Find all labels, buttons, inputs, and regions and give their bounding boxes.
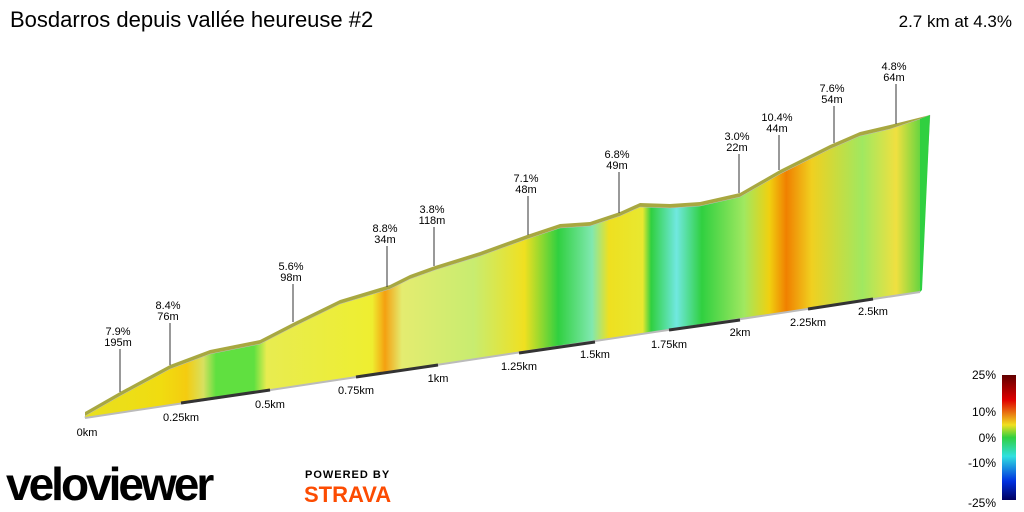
annotation-grade: 3.0% <box>724 131 749 143</box>
legend-label: 25% <box>972 368 996 382</box>
annotation-grade: 3.8% <box>419 204 444 216</box>
annotation-grade: 6.8% <box>604 149 629 161</box>
annotation-length: 64m <box>883 72 904 84</box>
profile-end <box>920 115 930 292</box>
annotation-grade: 7.1% <box>513 173 538 185</box>
logo: veloviewer <box>6 458 214 510</box>
annotation-grade: 8.8% <box>372 223 397 235</box>
annotation-length: 22m <box>726 142 747 154</box>
distance-label: 1.75km <box>651 339 687 351</box>
annotation-length: 76m <box>157 311 178 323</box>
title: Bosdarros depuis vallée heureuse #2 <box>10 7 373 32</box>
distance-label: 2.25km <box>790 317 826 329</box>
distance-label: 1km <box>428 373 449 385</box>
distance-ticks <box>180 297 874 405</box>
distance-label: 2.5km <box>858 306 888 318</box>
annotations: 7.9%195m 8.4%76m 5.6%98m 8.8%34m 3.8%118m 7.1… <box>104 61 907 392</box>
powered-by: POWERED BY <box>305 469 390 481</box>
annotation-length: 48m <box>515 184 536 196</box>
distance-label: 0.25km <box>163 412 199 424</box>
distance-axis: 0km 0.25km 0.5km 0.75km 1km 1.25km 1.5km 1.75km… <box>77 306 888 439</box>
partner: STRAVA <box>304 482 391 507</box>
legend-label: -25% <box>968 496 996 510</box>
summary: 2.7 km at 4.3% <box>899 12 1012 31</box>
annotation-length: 118m <box>419 215 446 227</box>
annotation-length: 195m <box>104 337 132 349</box>
annotation-grade: 5.6% <box>278 261 303 273</box>
annotation-grade: 8.4% <box>155 300 180 312</box>
branding: veloviewer POWERED BY STRAVA <box>6 458 391 510</box>
color-scale <box>1002 375 1016 500</box>
profile <box>84 114 931 419</box>
annotation-grade: 10.4% <box>761 112 792 124</box>
profile-face <box>84 114 931 419</box>
annotation-length: 44m <box>766 123 787 135</box>
legend-label: 0% <box>979 431 997 445</box>
annotation-grade: 7.6% <box>819 83 844 95</box>
distance-label: 0.5km <box>255 399 285 411</box>
annotation-length: 98m <box>280 272 301 284</box>
annotation-length: 54m <box>821 94 842 106</box>
annotation-length: 49m <box>606 160 627 172</box>
distance-label: 1.5km <box>580 349 610 361</box>
annotation-grade: 4.8% <box>881 61 906 73</box>
distance-label: 0.75km <box>338 385 374 397</box>
annotation-grade: 7.9% <box>105 326 130 338</box>
legend: 25% 10% 0% -10% -25% <box>968 368 1016 510</box>
legend-label: -10% <box>968 456 996 470</box>
distance-label: 0km <box>77 427 98 439</box>
legend-label: 10% <box>972 405 996 419</box>
annotation-length: 34m <box>374 234 395 246</box>
distance-label: 2km <box>730 327 751 339</box>
distance-label: 1.25km <box>501 361 537 373</box>
